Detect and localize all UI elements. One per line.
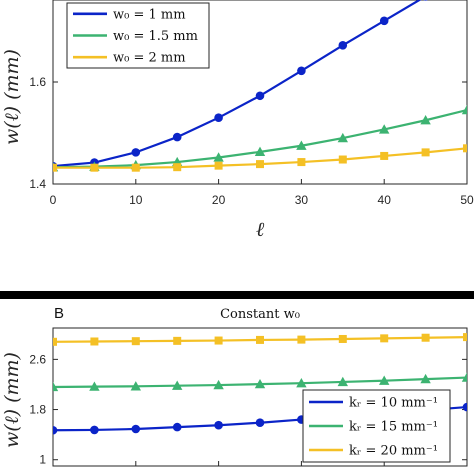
- data-point: [338, 155, 347, 164]
- data-point: [338, 40, 348, 50]
- data-point: [296, 140, 307, 150]
- data-point: [255, 91, 265, 101]
- data-point: [337, 376, 348, 387]
- y-tick-label: 1.6: [29, 75, 46, 89]
- legend-entry: kᵣ = 10 mm⁻¹: [349, 396, 438, 411]
- legend: w₀ = 1 mm w₀ = 1.5 mm w₀ = 2 mm: [66, 2, 210, 69]
- chart-panel-2: 1 1.8 2.6 w(ℓ) (mm) Constant w₀ Bkᵣ = 10 mm⁻¹…: [1, 305, 468, 467]
- data-point: [379, 375, 390, 385]
- data-point: [297, 335, 306, 344]
- data-point: [461, 104, 467, 115]
- axes-frame: [52, 0, 468, 185]
- x-tick-label: 50: [460, 193, 474, 207]
- y-tick-label: 1.8: [29, 403, 46, 417]
- data-point: [214, 161, 223, 170]
- data-point: [131, 163, 140, 172]
- y-tick-label: 1.4: [29, 177, 46, 191]
- data-point: [463, 333, 467, 342]
- data-point: [421, 333, 430, 342]
- plot-area: [53, 333, 467, 435]
- legend-entry: w₀ = 1.5 mm: [113, 29, 198, 44]
- data-point: [90, 163, 99, 172]
- data-point: [380, 334, 389, 343]
- plot-area: [53, 0, 467, 172]
- data-point: [463, 144, 467, 153]
- data-point: [462, 402, 467, 412]
- data-point: [379, 16, 389, 26]
- data-point: [297, 158, 306, 167]
- data-point: [53, 425, 58, 435]
- data-point: [89, 381, 100, 391]
- panel-separator: [0, 291, 474, 299]
- legend: kᵣ = 10 mm⁻¹ kᵣ = 15 mm⁻¹ kᵣ = 20 mm⁻¹: [302, 389, 451, 463]
- data-point: [337, 132, 348, 143]
- panel-label: B: [54, 305, 64, 322]
- y-tick-label: 2.6: [29, 352, 46, 366]
- legend-entry: kᵣ = 20 mm⁻¹: [349, 444, 438, 459]
- data-point: [254, 146, 266, 157]
- data-point: [172, 422, 182, 432]
- data-point: [90, 425, 99, 435]
- data-point: [213, 152, 224, 162]
- data-point: [213, 379, 224, 390]
- x-tick-label: 0: [50, 193, 57, 207]
- x-tick-label: 10: [129, 193, 143, 207]
- x-tick-label: 30: [295, 193, 309, 207]
- data-point: [256, 160, 264, 169]
- data-point: [380, 151, 389, 160]
- chart-panel-1: 1.41.61.801020304050ℓw(ℓ) (mm)w₀ = 1 mmw…: [1, 0, 474, 241]
- data-point: [131, 424, 141, 434]
- data-point: [214, 113, 223, 122]
- data-point: [131, 337, 140, 346]
- data-point: [420, 115, 431, 125]
- data-point: [297, 66, 306, 76]
- data-point: [173, 163, 182, 172]
- data-point: [172, 132, 182, 142]
- data-point: [255, 418, 265, 428]
- data-point: [256, 335, 264, 344]
- x-tick-label: 20: [212, 193, 226, 207]
- data-point: [53, 381, 59, 392]
- axes-frame: [52, 327, 468, 467]
- data-point: [338, 334, 347, 343]
- data-point: [53, 163, 57, 172]
- data-point: [53, 337, 57, 346]
- data-point: [461, 372, 467, 382]
- x-tick-label: 40: [378, 193, 392, 207]
- data-point: [421, 148, 430, 157]
- data-point: [296, 378, 307, 388]
- data-point: [173, 336, 182, 345]
- y-axis-label: w(ℓ) (mm): [1, 352, 23, 448]
- data-point: [423, 0, 428, 1]
- legend-entry: w₀ = 2 mm: [113, 51, 186, 66]
- legend-entry: kᵣ = 15 mm⁻¹: [349, 420, 438, 435]
- data-point: [131, 148, 141, 157]
- x-axis-label: ℓ: [256, 217, 265, 241]
- data-point: [379, 124, 390, 134]
- legend-entry: w₀ = 1 mm: [113, 7, 186, 22]
- data-point: [130, 381, 141, 391]
- data-point: [214, 420, 223, 430]
- data-point: [172, 380, 183, 390]
- y-axis-label: w(ℓ) (mm): [1, 49, 23, 145]
- data-point: [254, 378, 266, 389]
- data-point: [214, 336, 223, 345]
- chart-title: Constant w₀: [220, 307, 300, 322]
- data-point: [420, 373, 431, 384]
- y-tick-label: 1: [39, 453, 46, 467]
- data-point: [90, 337, 99, 346]
